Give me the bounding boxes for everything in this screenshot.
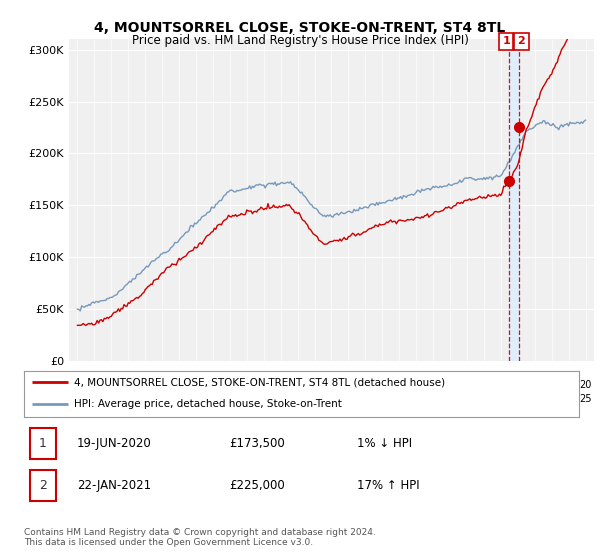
Text: 1% ↓ HPI: 1% ↓ HPI	[357, 437, 412, 450]
Text: 20: 20	[494, 380, 507, 390]
Text: £173,500: £173,500	[229, 437, 285, 450]
Text: 19: 19	[88, 380, 101, 390]
Text: 20: 20	[461, 380, 473, 390]
Text: 4, MOUNTSORREL CLOSE, STOKE-ON-TRENT, ST4 8TL: 4, MOUNTSORREL CLOSE, STOKE-ON-TRENT, ST…	[94, 21, 506, 35]
Text: 14: 14	[393, 394, 406, 404]
Text: 97: 97	[105, 394, 118, 404]
Text: 22-JAN-2021: 22-JAN-2021	[77, 479, 151, 492]
Text: 19-JUN-2020: 19-JUN-2020	[77, 437, 151, 450]
Text: 21: 21	[512, 394, 524, 404]
Text: 20: 20	[529, 380, 541, 390]
Text: 20: 20	[292, 380, 304, 390]
Text: 20: 20	[325, 380, 338, 390]
Text: 96: 96	[88, 394, 101, 404]
Text: 02: 02	[190, 394, 202, 404]
Text: 2: 2	[517, 36, 525, 46]
Text: 18: 18	[461, 394, 473, 404]
Text: 20: 20	[224, 380, 236, 390]
Text: 19: 19	[122, 380, 134, 390]
Bar	[509, 39, 519, 361]
Text: 10: 10	[325, 394, 338, 404]
Text: 22: 22	[529, 394, 541, 404]
Text: 20: 20	[427, 380, 439, 390]
Text: 20: 20	[173, 380, 185, 390]
FancyBboxPatch shape	[29, 428, 56, 459]
Text: 20: 20	[241, 380, 253, 390]
Text: 20: 20	[342, 380, 355, 390]
Text: 20: 20	[478, 380, 490, 390]
Text: 04: 04	[224, 394, 236, 404]
Text: 00: 00	[156, 394, 168, 404]
Text: Contains HM Land Registry data © Crown copyright and database right 2024.
This d: Contains HM Land Registry data © Crown c…	[24, 528, 376, 547]
Text: 1: 1	[39, 437, 47, 450]
Text: 20: 20	[393, 380, 406, 390]
Text: 17: 17	[444, 394, 456, 404]
Text: 01: 01	[173, 394, 185, 404]
Text: 06: 06	[257, 394, 270, 404]
Text: 1: 1	[502, 36, 510, 46]
Text: 20: 20	[545, 380, 558, 390]
Text: 20: 20	[207, 380, 219, 390]
Text: 08: 08	[292, 394, 304, 404]
Text: 03: 03	[207, 394, 219, 404]
Text: 19: 19	[105, 380, 118, 390]
Text: 20: 20	[190, 380, 202, 390]
Text: 20: 20	[308, 380, 321, 390]
FancyBboxPatch shape	[29, 470, 56, 501]
Text: 99: 99	[139, 394, 151, 404]
Text: 07: 07	[275, 394, 287, 404]
Text: 20: 20	[359, 380, 371, 390]
Text: 98: 98	[122, 394, 134, 404]
Text: 4, MOUNTSORREL CLOSE, STOKE-ON-TRENT, ST4 8TL (detached house): 4, MOUNTSORREL CLOSE, STOKE-ON-TRENT, ST…	[74, 377, 445, 388]
Text: £225,000: £225,000	[229, 479, 285, 492]
Text: 09: 09	[308, 394, 320, 404]
Text: 20: 20	[257, 380, 270, 390]
Text: 16: 16	[427, 394, 439, 404]
Text: 17% ↑ HPI: 17% ↑ HPI	[357, 479, 419, 492]
Text: 19: 19	[478, 394, 490, 404]
Text: 20: 20	[156, 380, 169, 390]
Text: 11: 11	[343, 394, 355, 404]
Text: 05: 05	[241, 394, 253, 404]
Text: 19: 19	[71, 380, 83, 390]
Text: 2: 2	[39, 479, 47, 492]
Text: 13: 13	[376, 394, 388, 404]
Text: 15: 15	[410, 394, 422, 404]
Text: 19: 19	[139, 380, 151, 390]
Text: Price paid vs. HM Land Registry's House Price Index (HPI): Price paid vs. HM Land Registry's House …	[131, 34, 469, 46]
Text: 12: 12	[359, 394, 371, 404]
Text: 20: 20	[376, 380, 388, 390]
Text: 95: 95	[71, 394, 83, 404]
Text: 20: 20	[494, 394, 507, 404]
Text: HPI: Average price, detached house, Stoke-on-Trent: HPI: Average price, detached house, Stok…	[74, 399, 342, 409]
Text: 20: 20	[444, 380, 456, 390]
Text: 23: 23	[545, 394, 558, 404]
Text: 20: 20	[512, 380, 524, 390]
Text: 24: 24	[562, 394, 575, 404]
Text: 20: 20	[580, 380, 592, 390]
Text: 25: 25	[579, 394, 592, 404]
Text: 20: 20	[410, 380, 422, 390]
Text: 20: 20	[562, 380, 575, 390]
Text: 20: 20	[275, 380, 287, 390]
